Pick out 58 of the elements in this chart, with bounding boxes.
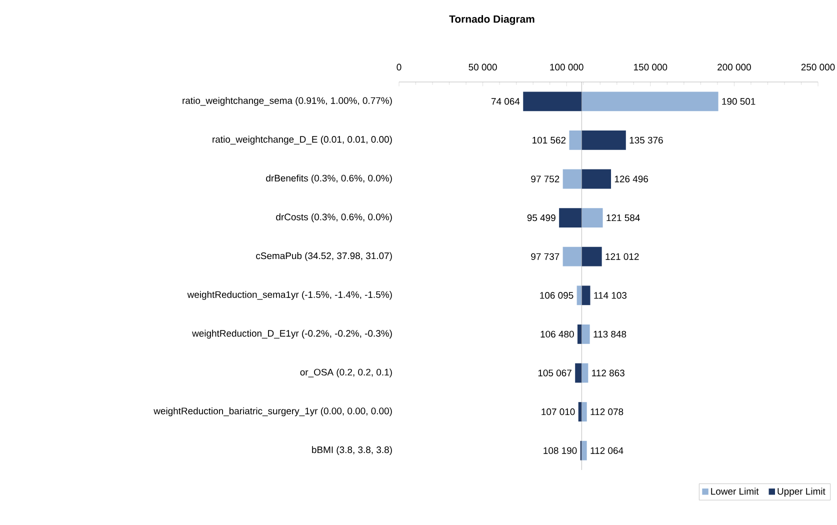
data-label: 74 064 <box>491 98 520 105</box>
y-tick-label: weightReduction_bariatric_surgery_1yr (0.00, 0.00, 0.00) <box>154 407 392 416</box>
y-tick-label: ratio_weightchange_sema (0.91%, 1.00%, 0.77%) <box>182 96 392 106</box>
bar <box>575 363 582 383</box>
data-label: 105 067 <box>538 370 572 376</box>
y-tick-label: ratio_weightchange_D_E (0.01, 0.01, 0.00) <box>212 136 392 145</box>
bar <box>577 324 582 344</box>
data-label: 113 848 <box>594 330 626 338</box>
bar <box>582 246 602 266</box>
bar <box>562 169 582 189</box>
y-tick-label: drBenefits (0.3%, 0.6%, 0.0%) <box>266 174 392 184</box>
bar <box>582 363 588 383</box>
x-tick-label: 250 000 <box>801 64 835 70</box>
bar <box>582 286 590 306</box>
y-tick-label: bBMI (3.8, 3.8, 3.8) <box>312 446 392 455</box>
y-tick-label: weightReduction_D_E1yr (-0.2%, -0.2%, -0.3%) <box>192 330 392 339</box>
legend-label: Lower Limit <box>711 488 759 495</box>
bar <box>569 130 582 150</box>
data-label: 112 078 <box>590 408 624 416</box>
data-label: 95 499 <box>527 214 556 222</box>
x-tick-label: 200 000 <box>718 64 751 70</box>
bar <box>562 246 582 266</box>
data-label: 108 190 <box>544 447 577 454</box>
data-label: 107 010 <box>542 408 575 416</box>
y-tick-label: drCosts (0.3%, 0.6%, 0.0%) <box>276 213 392 222</box>
data-label: 97 752 <box>531 176 560 182</box>
x-tick-label: 150 000 <box>634 64 668 70</box>
data-label: 106 095 <box>540 292 574 299</box>
data-label: 121 012 <box>606 253 639 260</box>
bar <box>582 440 587 460</box>
x-tick-label: 50 000 <box>468 64 497 70</box>
bar <box>582 402 587 422</box>
bar <box>578 402 582 422</box>
data-label: 112 863 <box>592 370 624 376</box>
chart-title: Tornado Diagram <box>449 15 534 25</box>
bar <box>582 208 603 228</box>
bar <box>576 286 582 306</box>
bar <box>582 92 718 112</box>
bar <box>582 130 626 150</box>
data-label: 97 737 <box>531 253 560 260</box>
y-tick-label: or_OSA (0.2, 0.2, 0.1) <box>300 368 392 378</box>
data-label: 126 496 <box>614 176 648 182</box>
bar <box>559 208 582 228</box>
y-tick-label: cSemaPub (34.52, 37.98, 31.07) <box>256 252 392 261</box>
legend-label: Upper Limit <box>778 488 826 497</box>
data-label: 121 584 <box>606 214 640 222</box>
data-label: 114 103 <box>594 292 627 299</box>
data-label: 190 501 <box>722 98 756 105</box>
data-label: 106 480 <box>540 330 574 338</box>
data-label: 135 376 <box>630 136 663 144</box>
bar <box>523 92 582 112</box>
data-label: 112 064 <box>590 447 624 454</box>
y-tick-label: weightReduction_sema1yr (-1.5%, -1.4%, -1.5%) <box>187 290 392 300</box>
x-tick-label: 0 <box>396 64 402 70</box>
bar <box>582 324 590 344</box>
bar <box>582 169 612 189</box>
data-label: 101 562 <box>532 136 566 144</box>
x-tick-label: 100 000 <box>550 64 584 70</box>
